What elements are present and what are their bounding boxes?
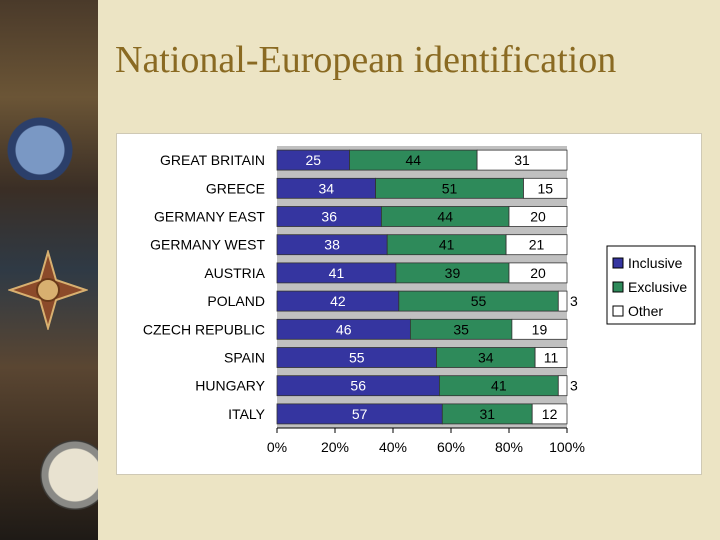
data-label: 55 <box>471 293 487 309</box>
legend-label: Exclusive <box>628 279 687 295</box>
category-label: SPAIN <box>224 350 265 366</box>
category-label: CZECH REPUBLIC <box>143 321 265 337</box>
bar-other-6 <box>511 318 568 340</box>
x-tick-label: 80% <box>495 439 523 455</box>
category-label: POLAND <box>207 293 265 309</box>
data-label: 25 <box>305 152 321 168</box>
legend-swatch-other <box>612 305 624 317</box>
data-label: 41 <box>329 265 345 281</box>
data-label: 3 <box>570 293 578 309</box>
data-label: 31 <box>479 406 495 422</box>
category-labels: GREAT BRITAIN GREECE GERMANY EAST GERMANY W… <box>143 152 266 422</box>
decorative-medal-strip <box>0 0 98 540</box>
data-label: 31 <box>514 152 530 168</box>
x-tick-label: 40% <box>379 439 407 455</box>
data-label: 21 <box>529 237 545 253</box>
data-label: 55 <box>349 350 365 366</box>
data-label: 34 <box>319 180 335 196</box>
data-label: 42 <box>330 293 346 309</box>
data-label: 39 <box>445 265 461 281</box>
bar-other-5 <box>557 290 568 312</box>
data-label: 19 <box>532 321 548 337</box>
legend-swatch-exclusive <box>612 281 624 293</box>
legend-swatch-inclusive <box>612 257 624 269</box>
cross-medal-image <box>8 250 88 330</box>
data-label: 44 <box>437 209 453 225</box>
bar-other-9 <box>531 403 568 425</box>
category-label: GREECE <box>206 180 265 196</box>
bar-other-3 <box>505 234 568 256</box>
data-label: 15 <box>537 180 553 196</box>
category-label: AUSTRIA <box>204 265 265 281</box>
bar-other-2 <box>508 206 568 227</box>
category-label: GERMANY WEST <box>150 237 265 253</box>
x-tick-label: 0% <box>267 439 287 455</box>
data-label: 56 <box>350 378 366 394</box>
data-label: 3 <box>570 378 578 394</box>
category-label: ITALY <box>228 406 265 422</box>
chart-panel: 25 44 31 34 51 15 36 44 20 38 41 21 41 39 20 42 55 3 46 35 1… <box>116 133 702 475</box>
x-tick-label: 100% <box>549 439 585 455</box>
bar-other-4 <box>508 262 568 284</box>
data-label: 35 <box>453 321 469 337</box>
legend: Inclusive Exclusive Other <box>606 245 696 325</box>
bar-other-1 <box>523 177 568 199</box>
category-label: GREAT BRITAIN <box>160 152 265 168</box>
x-axis: 0% 20% 40% 60% 80% 100% <box>267 427 585 455</box>
compass-image <box>40 440 98 510</box>
bars-layer: 25 44 31 34 51 15 36 44 20 38 41 21 41 39 20 42 55 3 46 35 1… <box>276 149 578 425</box>
legend-label: Inclusive <box>628 255 683 271</box>
data-label: 11 <box>544 350 559 366</box>
data-label: 44 <box>406 152 422 168</box>
ribbon-medal-image <box>0 90 98 180</box>
bar-other-0 <box>476 149 568 171</box>
data-label: 41 <box>439 237 455 253</box>
x-tick-label: 20% <box>321 439 349 455</box>
category-label: HUNGARY <box>195 378 265 394</box>
stacked-bar-chart: 25 44 31 34 51 15 36 44 20 38 41 21 41 39 20 42 55 3 46 35 1… <box>143 146 696 455</box>
data-label: 34 <box>478 350 494 366</box>
data-label: 46 <box>336 321 352 337</box>
data-label: 36 <box>321 209 337 225</box>
bar-other-8 <box>557 375 568 397</box>
data-label: 20 <box>530 209 546 225</box>
data-label: 57 <box>352 406 368 422</box>
slide-title: National-European identification <box>115 39 617 81</box>
data-label: 51 <box>442 180 458 196</box>
data-label: 38 <box>324 237 340 253</box>
bar-other-7 <box>534 347 568 368</box>
data-label: 12 <box>542 406 558 422</box>
legend-label: Other <box>628 303 663 319</box>
category-label: GERMANY EAST <box>154 209 265 225</box>
data-label: 20 <box>530 265 546 281</box>
data-label: 41 <box>491 378 507 394</box>
x-tick-label: 60% <box>437 439 465 455</box>
